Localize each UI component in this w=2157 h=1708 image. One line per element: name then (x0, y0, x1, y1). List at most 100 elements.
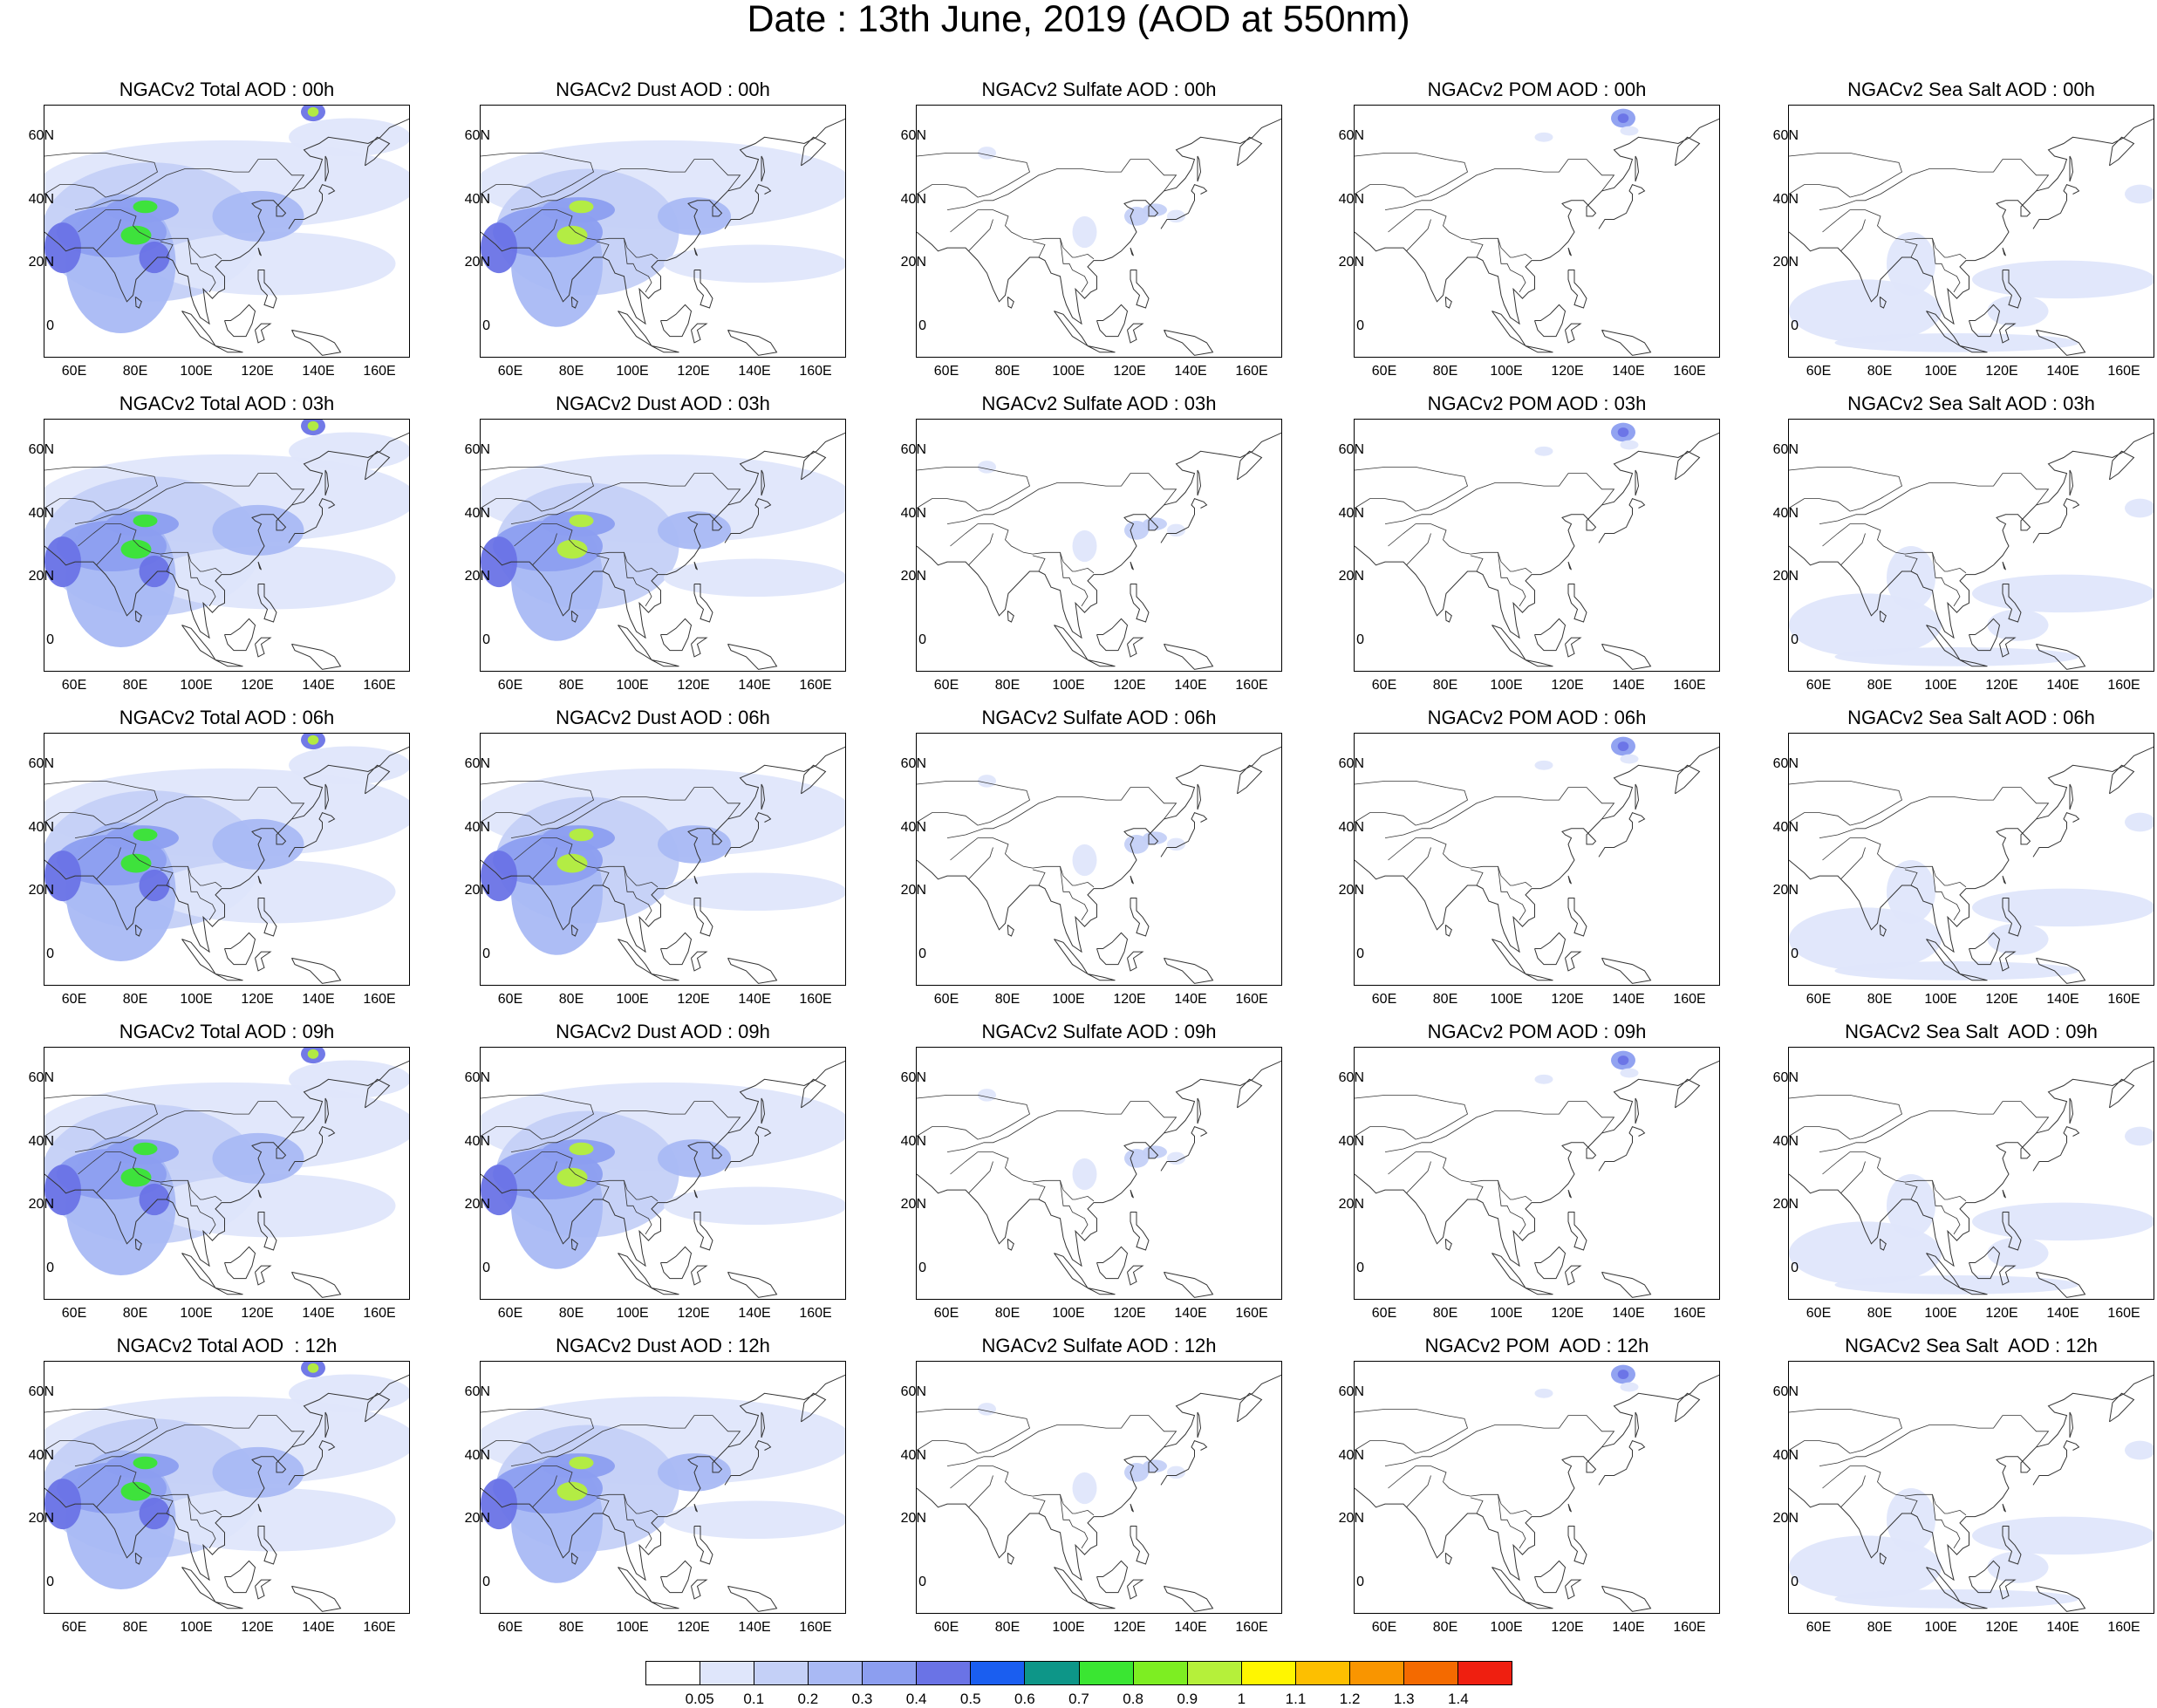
coastline (1160, 1125, 1208, 1172)
lon-tick-label: 120E (1551, 1306, 1584, 1321)
aerosol-field (120, 539, 152, 559)
lat-tick-label: 40N (28, 819, 54, 835)
coastline (1160, 497, 1208, 543)
coastline (693, 1503, 698, 1513)
aerosol-field (1072, 1158, 1097, 1191)
lon-tick-label: 100E (616, 1620, 649, 1635)
coastline (1087, 345, 1116, 353)
coastline (1675, 136, 1701, 167)
coastline (761, 783, 766, 810)
country-border (1355, 1095, 1468, 1140)
country-border (1032, 555, 1046, 575)
lon-tick-label: 60E (497, 364, 523, 379)
lon-tick-label: 140E (1174, 992, 1207, 1007)
aerosol-field (1887, 546, 1935, 610)
coastline (1926, 939, 1961, 974)
country-border (946, 159, 1177, 210)
lon-tick-label: 140E (2046, 364, 2079, 379)
coastline (1087, 1288, 1116, 1295)
aerosol-field (133, 200, 158, 214)
lon-tick-label: 140E (302, 678, 335, 693)
map-canvas (1355, 422, 1719, 670)
coastline (291, 329, 342, 356)
lon-tick-label: 100E (1924, 364, 1957, 379)
country-border (160, 1183, 174, 1203)
coastline (324, 783, 330, 810)
country-border (1819, 787, 2050, 838)
lon-tick-label: 80E (1432, 678, 1458, 693)
country-border (624, 552, 652, 607)
coastline (2069, 1411, 2074, 1438)
lon-tick-label: 140E (1174, 364, 1207, 379)
lat-tick-label: 60N (900, 1384, 926, 1400)
colorbar-label: 1.4 (1448, 1691, 1469, 1707)
lat-tick-label: 60N (1338, 442, 1364, 458)
lon-tick-label: 100E (1924, 678, 1957, 693)
coastline (288, 497, 336, 543)
coastline (693, 875, 698, 885)
coastline (570, 1238, 578, 1251)
country-border (1498, 552, 1526, 607)
map-panel: NGACv2 Sulfate AOD : 06h 60N 40N 20N 0 60E 80E… (901, 707, 1326, 1017)
coastline (257, 270, 277, 309)
country-border (532, 1475, 557, 1508)
coastline (618, 1567, 652, 1602)
lon-tick-label: 140E (302, 1306, 335, 1321)
lat-tick-label: 20N (28, 1511, 54, 1527)
aerosol-field (1987, 609, 2049, 641)
map-area (44, 1047, 410, 1300)
lon-tick-label: 100E (1490, 678, 1523, 693)
map-canvas (481, 746, 845, 984)
lon-tick-label: 160E (363, 1620, 396, 1635)
country-border (160, 241, 174, 261)
lon-tick-label: 80E (1867, 1620, 1893, 1635)
coastline (134, 610, 142, 623)
lat-tick-label: 60N (1338, 1384, 1364, 1400)
lon-tick-label: 60E (1371, 364, 1397, 379)
lat-tick-label: 0 (918, 1260, 926, 1275)
coastline (1160, 811, 1208, 857)
lon-tick-label: 140E (1174, 1306, 1207, 1321)
aerosol-field (664, 1500, 845, 1539)
coastline (1164, 957, 1214, 984)
aerosol-field (1834, 961, 2079, 980)
panel-title: NGACv2 POM AOD : 03h (1427, 393, 1647, 414)
coastline (2069, 1097, 2074, 1124)
country-border (1060, 552, 1089, 607)
coastline (1444, 610, 1452, 623)
lon-tick-label: 120E (1985, 992, 2018, 1007)
lon-tick-label: 60E (1805, 678, 1832, 693)
coastline (1054, 311, 1089, 346)
country-border (1060, 238, 1089, 293)
lat-tick-label: 20N (1772, 1511, 1799, 1527)
lon-tick-label: 100E (1052, 1306, 1085, 1321)
coastline (1096, 932, 1129, 966)
lon-tick-label: 100E (1490, 992, 1523, 1007)
aerosol-field (1789, 1221, 1942, 1285)
country-border (1904, 1497, 1918, 1517)
country-border (1406, 847, 1431, 880)
lon-tick-label: 120E (1551, 1620, 1584, 1635)
lon-tick-label: 100E (616, 992, 649, 1007)
country-border (968, 1161, 993, 1194)
lon-tick-label: 160E (1673, 992, 1706, 1007)
lat-tick-label: 0 (918, 1574, 926, 1589)
coastline (1130, 1526, 1150, 1565)
aerosol-field (120, 1481, 152, 1501)
colorbar-label: 0.05 (685, 1691, 714, 1707)
coastline (215, 1288, 243, 1295)
coastline (481, 118, 845, 325)
lat-tick-label: 20N (28, 883, 54, 898)
coastline (693, 898, 713, 937)
country-border (917, 153, 1030, 198)
map-area (916, 733, 1282, 986)
lon-tick-label: 140E (2046, 1620, 2079, 1635)
map-canvas (481, 1060, 845, 1298)
coastline (2036, 1271, 2086, 1298)
coastline (134, 924, 142, 937)
country-border (968, 533, 993, 566)
lon-tick-label: 160E (2107, 1306, 2140, 1321)
lat-tick-label: 60N (464, 1384, 490, 1400)
coastline (1635, 469, 1640, 496)
country-border (596, 1183, 610, 1203)
